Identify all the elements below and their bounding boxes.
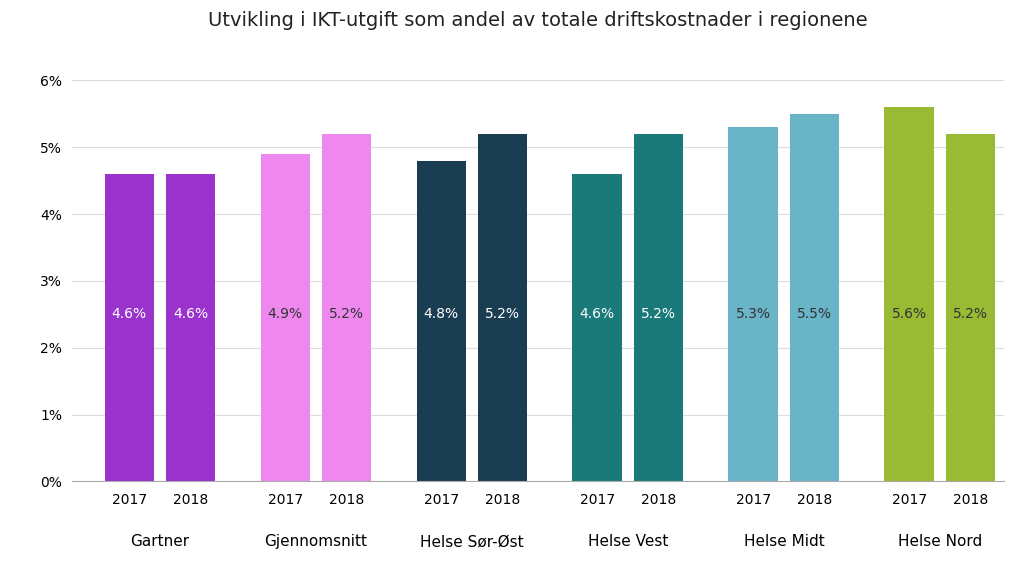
Text: 4.8%: 4.8% (424, 307, 459, 321)
Text: 5.2%: 5.2% (330, 307, 365, 321)
Text: 5.2%: 5.2% (485, 307, 520, 321)
Bar (946, 134, 995, 481)
Text: Helse Nord: Helse Nord (898, 534, 982, 549)
Title: Utvikling i IKT-utgift som andel av totale driftskostnader i regionene: Utvikling i IKT-utgift som andel av tota… (208, 11, 867, 30)
Text: 5.2%: 5.2% (953, 307, 988, 321)
Text: 4.9%: 4.9% (267, 307, 303, 321)
Bar (572, 174, 622, 481)
Bar (791, 114, 840, 481)
Text: 4.6%: 4.6% (580, 307, 614, 321)
Text: 5.3%: 5.3% (735, 307, 771, 321)
Text: Gjennomsnitt: Gjennomsnitt (264, 534, 368, 549)
Bar (323, 134, 372, 481)
Text: Helse Sør-Øst: Helse Sør-Øst (420, 534, 523, 549)
Bar (104, 174, 154, 481)
Bar (166, 174, 215, 481)
Text: 5.2%: 5.2% (641, 307, 676, 321)
Bar (260, 154, 310, 481)
Text: 4.6%: 4.6% (173, 307, 208, 321)
Bar (478, 134, 527, 481)
Text: Helse Vest: Helse Vest (588, 534, 668, 549)
Bar (634, 134, 683, 481)
Bar (885, 107, 934, 481)
Text: 4.6%: 4.6% (112, 307, 146, 321)
Text: Helse Midt: Helse Midt (743, 534, 824, 549)
Bar (728, 127, 778, 481)
Text: 5.5%: 5.5% (798, 307, 833, 321)
Text: Gartner: Gartner (130, 534, 189, 549)
Text: 5.6%: 5.6% (892, 307, 927, 321)
Bar (417, 161, 466, 481)
